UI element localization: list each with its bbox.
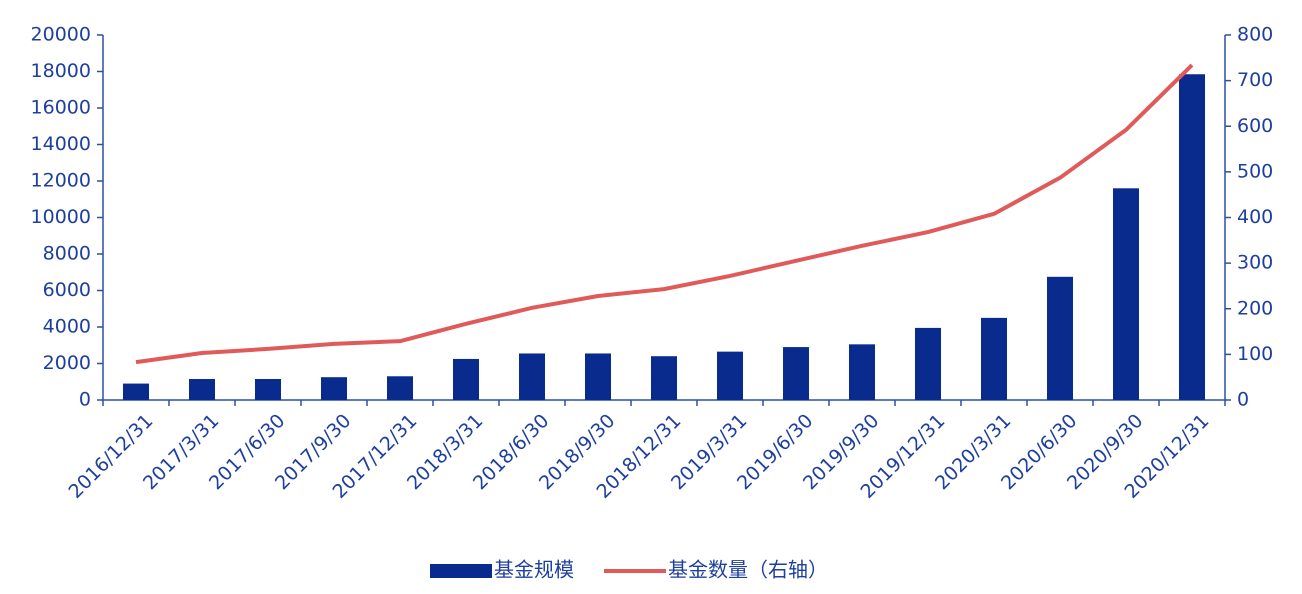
legend-label: 基金数量（右轴） — [668, 558, 828, 582]
y-tick-label: 12000 — [31, 170, 91, 192]
bar — [915, 327, 941, 400]
y2-tick-label: 500 — [1237, 160, 1273, 182]
bar — [717, 351, 743, 400]
y-tick-label: 0 — [79, 389, 91, 411]
bar — [1113, 188, 1139, 400]
bar — [981, 317, 1007, 400]
line — [135, 63, 1194, 365]
bar — [189, 379, 215, 400]
bar — [123, 383, 149, 400]
bar — [783, 347, 809, 400]
legend-swatch — [430, 564, 492, 578]
y2-tick-label: 400 — [1237, 206, 1273, 228]
legend-label: 基金规模 — [494, 558, 574, 582]
y2-tick-label: 300 — [1237, 252, 1273, 274]
bar — [585, 353, 611, 400]
legend: 基金规模 基金数量（右轴） — [430, 558, 828, 582]
y2-tick-label: 700 — [1237, 69, 1273, 91]
y2-tick-label: 800 — [1237, 24, 1273, 46]
y-tick-label: 2000 — [43, 352, 91, 374]
y2-tick-label: 0 — [1237, 389, 1249, 411]
y-tick-label: 8000 — [43, 243, 91, 265]
bar — [519, 353, 545, 400]
bar — [387, 376, 413, 400]
y-tick-label: 20000 — [31, 24, 91, 46]
y-tick-label: 14000 — [31, 133, 91, 155]
y2-tick-label: 600 — [1237, 115, 1273, 137]
bar — [453, 358, 479, 400]
y-tick-label: 18000 — [31, 60, 91, 82]
y-tick-label: 16000 — [31, 97, 91, 119]
y-tick-label: 6000 — [43, 279, 91, 301]
bar — [1047, 276, 1073, 400]
bar — [1179, 74, 1205, 401]
bar — [321, 377, 347, 400]
y2-tick-label: 100 — [1237, 343, 1273, 365]
y-tick-label: 10000 — [31, 206, 91, 228]
x-tick-label: 2016/12/31 — [64, 410, 157, 503]
bar — [651, 356, 677, 400]
bar — [849, 344, 875, 400]
bar — [255, 379, 281, 400]
y2-tick-label: 200 — [1237, 297, 1273, 319]
y-tick-label: 4000 — [43, 316, 91, 338]
